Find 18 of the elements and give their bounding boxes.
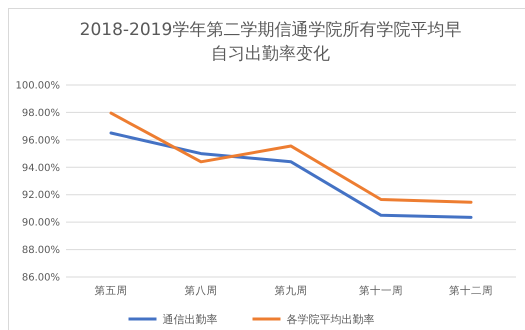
y-tick-label: 90.00% (22, 218, 60, 229)
y-tick-label: 92.00% (22, 190, 60, 202)
line-series (110, 132, 472, 219)
x-tick-label: 第十一周 (359, 284, 403, 297)
x-tick-label: 第九周 (274, 284, 308, 297)
x-tick-label: 第十二周 (449, 284, 493, 297)
x-tick-label: 第五周 (94, 285, 128, 297)
legend-label: 通信出勤率 (162, 312, 218, 326)
y-tick-label: 88.00% (22, 245, 60, 256)
y-tick-label: 100.00% (16, 80, 60, 92)
x-tick-label: 第八周 (184, 285, 218, 297)
chart-title: 2018-2019学年第二学期信通学院所有学院平均早自习出勤率变化 (80, 20, 462, 64)
y-tick-label: 96.00% (22, 135, 60, 146)
y-tick-label: 98.00% (22, 108, 60, 119)
legend-label: 各学院平均出勤率 (286, 312, 374, 326)
line-series (110, 112, 472, 204)
y-tick-label: 86.00% (22, 272, 60, 284)
y-tick-label: 94.00% (22, 162, 60, 174)
